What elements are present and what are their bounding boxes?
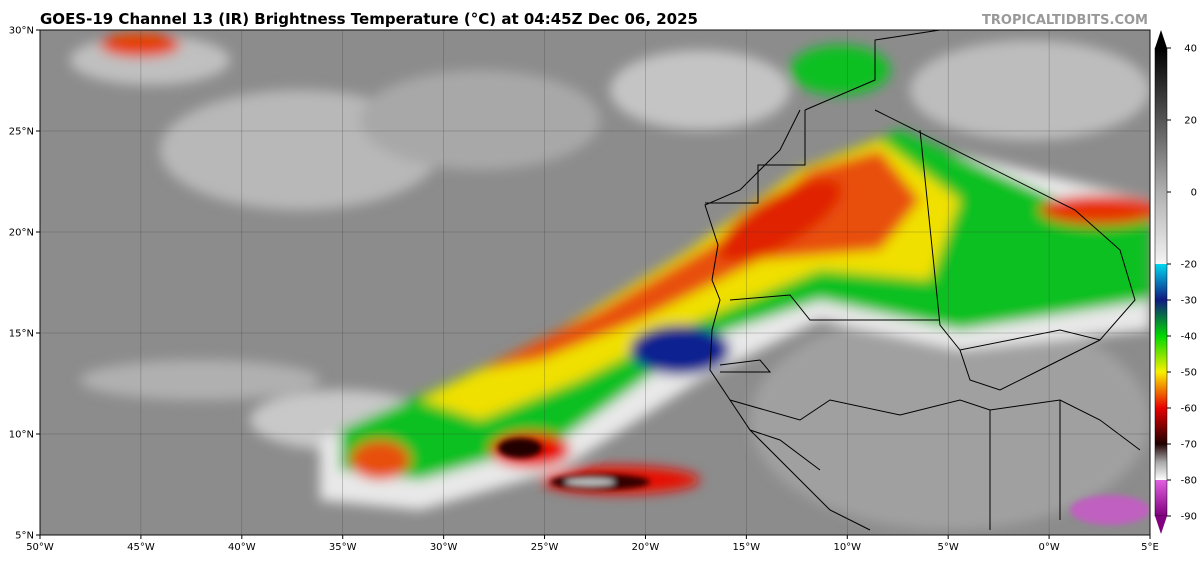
y-tick-label: 5°N: [15, 531, 34, 542]
colorbar-tick-label: -20: [1181, 260, 1197, 271]
x-tick-label: 15°W: [733, 542, 761, 553]
colorbar: [1154, 47, 1168, 517]
y-tick-label: 25°N: [9, 127, 34, 138]
y-tick-label: 20°N: [9, 228, 34, 239]
colorbar-tick-label: -40: [1181, 332, 1197, 343]
x-tick-label: 40°W: [228, 542, 256, 553]
colorbar-tick-label: 40: [1184, 44, 1197, 55]
colorbar-tick-label: -50: [1181, 368, 1197, 379]
colorbar-tick-label: -60: [1181, 404, 1197, 415]
credit: TROPICALTIDBITS.COM: [982, 13, 1148, 28]
x-tick-label: 20°W: [632, 542, 660, 553]
x-tick-label: 45°W: [127, 542, 155, 553]
x-tick-label: 35°W: [329, 542, 357, 553]
x-tick-label: 5°W: [938, 542, 959, 553]
x-tick-label: 5°E: [1141, 542, 1159, 553]
x-tick-label: 25°W: [531, 542, 559, 553]
y-tick-label: 15°N: [9, 329, 34, 340]
imagery: [40, 30, 1150, 535]
colorbar-tick-label: 20: [1184, 116, 1197, 127]
colorbar-tick-label: -90: [1181, 512, 1197, 523]
title: GOES-19 Channel 13 (IR) Brightness Tempe…: [40, 10, 698, 28]
colorbar-tick-label: 0: [1191, 188, 1197, 199]
y-tick-label: 10°N: [9, 430, 34, 441]
y-tick-label: 30°N: [9, 26, 34, 37]
x-tick-label: 50°W: [26, 542, 54, 553]
x-tick-label: 10°W: [833, 542, 861, 553]
colorbar-extend-bottom: [1155, 516, 1167, 534]
colorbar-tick-label: -80: [1181, 476, 1197, 487]
x-tick-label: 0°W: [1038, 542, 1059, 553]
colorbar-tick-label: -70: [1181, 440, 1197, 451]
x-tick-label: 30°W: [430, 542, 458, 553]
colorbar-extend-top: [1155, 30, 1167, 48]
colorbar-tick-label: -30: [1181, 296, 1197, 307]
